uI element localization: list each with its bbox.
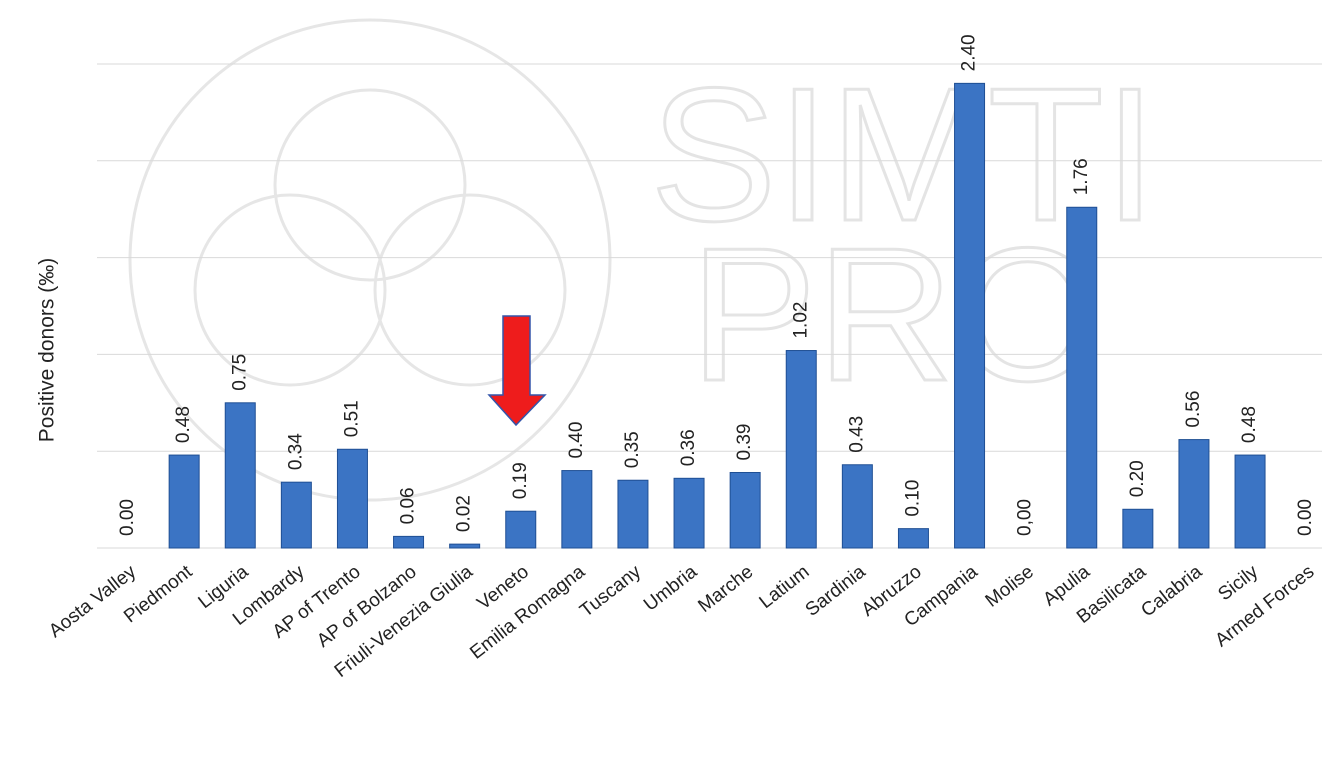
bar [785,350,817,549]
x-tick-label: Umbria [640,561,702,616]
data-label: 2.40 [959,34,980,71]
bar [336,448,368,549]
data-label: 0.10 [902,480,923,517]
annotation-arrow [487,315,547,427]
data-label: 0.75 [229,354,250,391]
bar [897,528,929,549]
x-tick-label: Aosta Valley [45,561,140,642]
data-label: 0.20 [1127,460,1148,497]
data-label: 1.76 [1071,158,1092,195]
data-label: 0,00 [1015,499,1036,536]
bar [168,454,200,549]
x-tick-label: Tuscany [576,561,645,622]
data-label: 0.43 [846,416,867,453]
data-label: 0.00 [117,499,138,536]
bar [617,479,649,549]
bar [729,471,761,549]
bar [1178,439,1210,549]
bar [393,535,425,549]
x-tick-label: Molise [982,561,1038,611]
data-label: 0.40 [566,422,587,459]
bar [954,82,986,549]
y-axis-label: Positive donors (‰) [36,258,59,442]
data-label: 0.36 [678,429,699,466]
data-label: 0.39 [734,424,755,461]
data-label: 0.35 [622,431,643,468]
x-tick-label: Calabria [1137,561,1206,621]
bar [673,477,705,549]
bar [449,543,481,549]
data-label: 0.51 [341,400,362,437]
x-tick-label: Armed Forces [1211,561,1318,651]
watermark-logo [128,18,612,502]
bar [561,470,593,549]
x-tick-label: Sicily [1214,561,1262,605]
data-label: 0.48 [1239,406,1260,443]
bar [505,510,537,549]
bar [841,464,873,549]
watermark: PRO [690,209,1102,421]
data-label: 0.06 [398,487,419,524]
bar [1122,508,1154,549]
bar [280,481,312,549]
data-label: 0.48 [173,406,194,443]
data-label: 0.34 [285,433,306,470]
bar [224,402,256,549]
data-label: 0.00 [1295,499,1316,536]
data-label: 0.56 [1183,391,1204,428]
data-label: 0.02 [454,495,475,532]
data-label: 0.19 [510,462,531,499]
x-tick-label: Sardinia [802,561,870,621]
bar [1066,206,1098,549]
x-tick-label: Marche [694,561,757,617]
data-label: 1.02 [790,302,811,339]
bar [1234,454,1266,549]
